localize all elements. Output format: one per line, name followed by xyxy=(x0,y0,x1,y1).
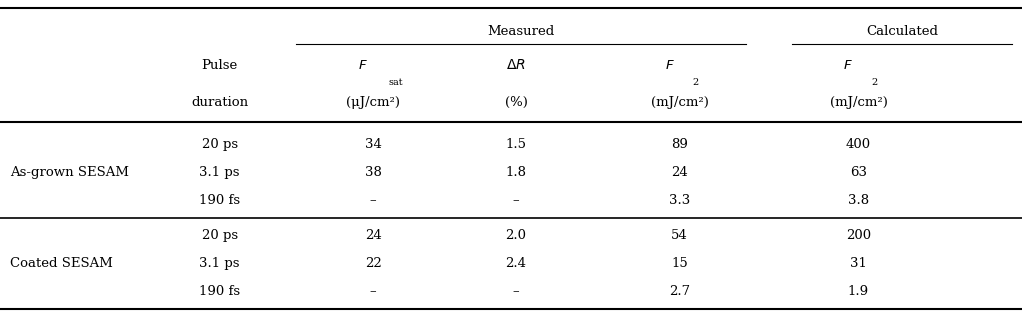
Text: 2.0: 2.0 xyxy=(506,229,526,242)
Text: 22: 22 xyxy=(365,257,381,270)
Text: 31: 31 xyxy=(850,257,867,270)
Text: 3.8: 3.8 xyxy=(848,194,869,207)
Text: (mJ/cm²): (mJ/cm²) xyxy=(651,96,708,109)
Text: (%): (%) xyxy=(505,96,527,109)
Text: 3.3: 3.3 xyxy=(669,194,690,207)
Text: (μJ/cm²): (μJ/cm²) xyxy=(346,96,400,109)
Text: 2.7: 2.7 xyxy=(669,285,690,298)
Text: 190 fs: 190 fs xyxy=(199,194,240,207)
Text: Measured: Measured xyxy=(487,25,555,37)
Text: 20 ps: 20 ps xyxy=(201,229,238,242)
Text: 2.4: 2.4 xyxy=(506,257,526,270)
Text: 89: 89 xyxy=(671,139,688,152)
Text: $\Delta\it{R}$: $\Delta\it{R}$ xyxy=(506,58,526,72)
Text: 400: 400 xyxy=(846,139,871,152)
Text: Calculated: Calculated xyxy=(866,25,938,37)
Text: 15: 15 xyxy=(671,257,688,270)
Text: 1.5: 1.5 xyxy=(506,139,526,152)
Text: 63: 63 xyxy=(850,166,867,180)
Text: 190 fs: 190 fs xyxy=(199,285,240,298)
Text: $\it{F}$: $\it{F}$ xyxy=(843,59,853,72)
Text: 3.1 ps: 3.1 ps xyxy=(199,257,240,270)
Text: –: – xyxy=(513,194,519,207)
Text: 1.9: 1.9 xyxy=(848,285,869,298)
Text: 20 ps: 20 ps xyxy=(201,139,238,152)
Text: $\it{F}$: $\it{F}$ xyxy=(358,59,368,72)
Text: (mJ/cm²): (mJ/cm²) xyxy=(830,96,887,109)
Text: 34: 34 xyxy=(365,139,381,152)
Text: 3.1 ps: 3.1 ps xyxy=(199,166,240,180)
Text: –: – xyxy=(513,285,519,298)
Text: 2: 2 xyxy=(872,78,878,87)
Text: –: – xyxy=(370,285,376,298)
Text: sat: sat xyxy=(388,78,403,87)
Text: $\it{F}$: $\it{F}$ xyxy=(664,59,675,72)
Text: 38: 38 xyxy=(365,166,381,180)
Text: 1.8: 1.8 xyxy=(506,166,526,180)
Text: As-grown SESAM: As-grown SESAM xyxy=(10,166,129,180)
Text: Coated SESAM: Coated SESAM xyxy=(10,257,113,270)
Text: 200: 200 xyxy=(846,229,871,242)
Text: 24: 24 xyxy=(365,229,381,242)
Text: –: – xyxy=(370,194,376,207)
Text: 54: 54 xyxy=(671,229,688,242)
Text: Pulse: Pulse xyxy=(201,59,238,72)
Text: duration: duration xyxy=(191,96,248,109)
Text: 2: 2 xyxy=(693,78,699,87)
Text: 24: 24 xyxy=(671,166,688,180)
